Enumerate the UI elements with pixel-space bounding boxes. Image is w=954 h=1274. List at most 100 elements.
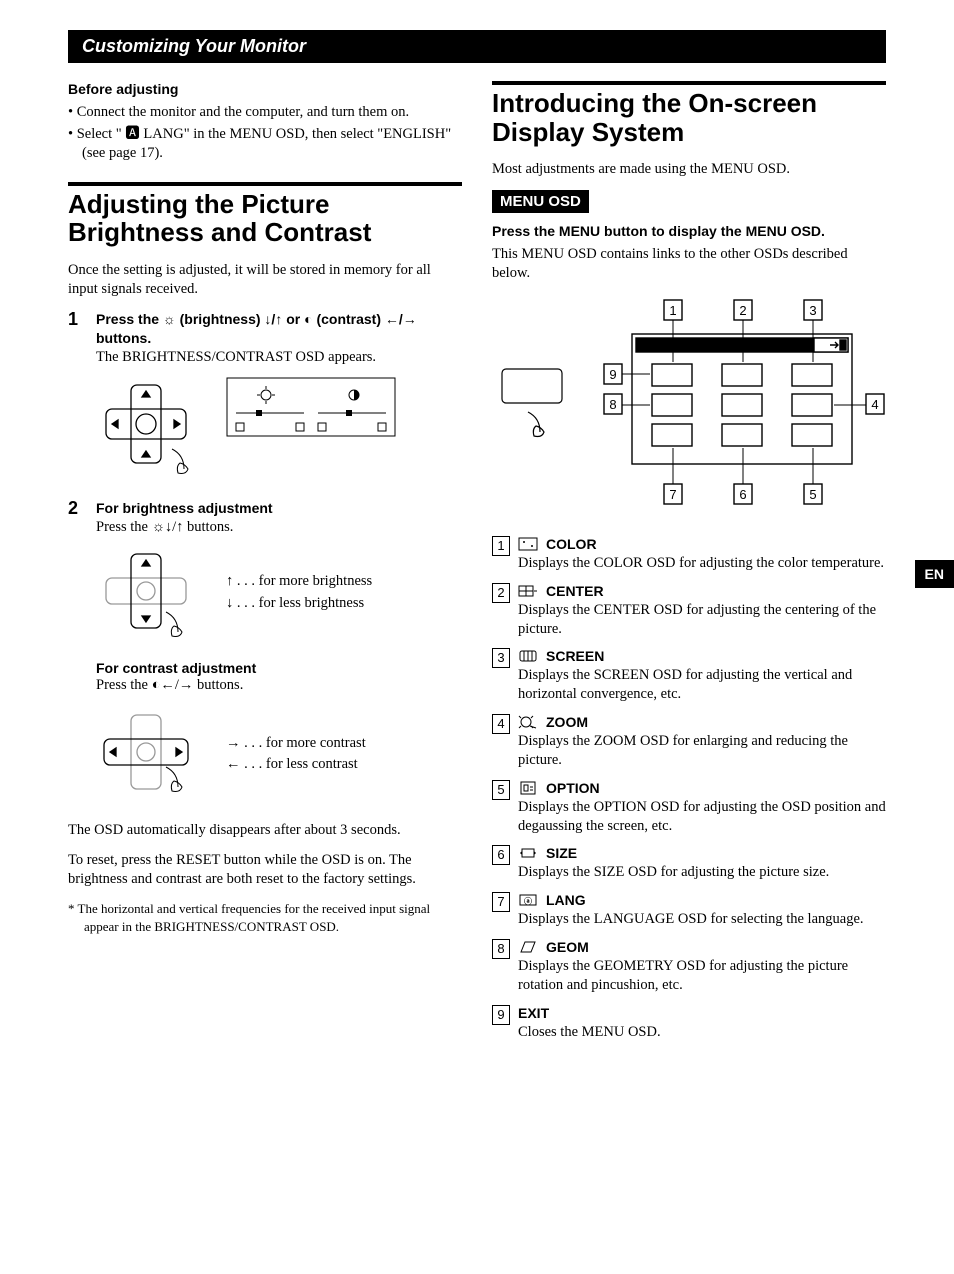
svg-text:ⓐ: ⓐ (524, 896, 532, 906)
osd-item-number: 8 (492, 939, 510, 959)
osd-item-number: 2 (492, 583, 510, 603)
osd-item-title: LANG (546, 892, 586, 908)
osd-item-title: ZOOM (546, 714, 588, 730)
osd-item-number: 7 (492, 892, 510, 912)
osd-item-title: SCREEN (546, 648, 604, 664)
osd-item-title: OPTION (546, 780, 600, 796)
step-2: 2 For brightness adjustment Press the ☼↓… (68, 499, 462, 537)
osd-item-desc: Displays the CENTER OSD for adjusting th… (518, 601, 886, 639)
svg-text:4: 4 (871, 397, 878, 412)
press-menu-body: This MENU OSD contains links to the othe… (492, 245, 886, 284)
step-number: 2 (68, 499, 86, 537)
page-header-title: Customizing Your Monitor (82, 36, 306, 56)
step1-head: Press the ☼ (brightness) ↓/↑ or ◐ (contr… (96, 310, 462, 348)
osd-item-title: COLOR (546, 536, 597, 552)
osd-item-title: SIZE (546, 845, 577, 861)
osd-item-desc: Displays the SCREEN OSD for adjusting th… (518, 666, 886, 704)
dpad-horizontal-icon (96, 709, 206, 799)
osd-item-number: 9 (492, 1005, 510, 1025)
more-brightness: ↑ . . . for more brightness (226, 571, 372, 593)
osd-item: 1 COLOR Displays the COLOR OSD for adjus… (492, 536, 886, 573)
svg-text:1: 1 (669, 303, 676, 318)
osd-item-number: 6 (492, 845, 510, 865)
dpad-vertical-icon (96, 548, 206, 638)
svg-text:5: 5 (809, 487, 816, 502)
before-adjusting-head: Before adjusting (68, 81, 462, 97)
osd-item: 5 OPTION Displays the OPTION OSD for adj… (492, 780, 886, 836)
page-header: Customizing Your Monitor (68, 30, 886, 63)
osd-item-desc: Closes the MENU OSD. (518, 1023, 886, 1042)
osd-item: 7 ⓐ LANG Displays the LANGUAGE OSD for s… (492, 892, 886, 929)
diagram-contrast: → . . . for more contrast ← . . . for le… (96, 709, 462, 799)
osd-item-desc: Displays the COLOR OSD for adjusting the… (518, 554, 886, 573)
osd-item-desc: Displays the GEOMETRY OSD for adjusting … (518, 957, 886, 995)
svg-text:9: 9 (609, 367, 616, 382)
contrast-head: For contrast adjustment (96, 660, 462, 676)
more-contrast: → . . . for more contrast (226, 733, 366, 755)
step2-bright-sub: Press the ☼↓/↑ buttons. (96, 518, 462, 538)
zoom-icon (518, 715, 538, 729)
intro-text: Once the setting is adjusted, it will be… (68, 261, 462, 300)
before-adjusting-list: Connect the monitor and the computer, an… (68, 103, 462, 164)
osd-item-title: EXIT (518, 1005, 549, 1021)
osd-item: 3 SCREEN Displays the SCREEN OSD for adj… (492, 648, 886, 704)
step2-bright-head: For brightness adjustment (96, 499, 462, 518)
osd-items-list: 1 COLOR Displays the COLOR OSD for adjus… (492, 536, 886, 1042)
left-column: Before adjusting Connect the monitor and… (68, 81, 462, 1052)
diagram-step1 (96, 377, 462, 477)
geom-icon (518, 940, 538, 954)
color-icon (518, 537, 538, 551)
menu-osd-diagram: 1 2 3 4 5 6 7 8 9 (492, 294, 886, 514)
lang-icon: ⓐ (518, 893, 538, 907)
section-rule (68, 182, 462, 186)
osd-item-desc: Displays the OPTION OSD for adjusting th… (518, 798, 886, 836)
content-columns: Before adjusting Connect the monitor and… (68, 81, 886, 1052)
screen-icon (518, 649, 538, 663)
osd-item: 6 SIZE Displays the SIZE OSD for adjusti… (492, 845, 886, 882)
contrast-block: For contrast adjustment Press the ◐←/→ b… (96, 660, 462, 696)
section-title-osd: Introducing the On-screen Display System (492, 89, 886, 146)
osd-item-desc: Displays the ZOOM OSD for enlarging and … (518, 732, 886, 770)
menu-osd-label: MENU OSD (492, 190, 589, 213)
right-column: Introducing the On-screen Display System… (492, 81, 886, 1052)
less-brightness: ↓ . . . for less brightness (226, 593, 372, 615)
svg-text:7: 7 (669, 487, 676, 502)
press-menu-head: Press the MENU button to display the MEN… (492, 223, 886, 239)
osd-item-title: CENTER (546, 583, 604, 599)
step1-sub: The BRIGHTNESS/CONTRAST OSD appears. (96, 348, 462, 368)
size-icon (518, 846, 538, 860)
less-contrast: ← . . . for less contrast (226, 754, 366, 776)
osd-item-title: GEOM (546, 939, 589, 955)
before-item: Connect the monitor and the computer, an… (68, 103, 462, 123)
dpad-icon (96, 377, 206, 477)
section-title-brightness: Adjusting the Picture Brightness and Con… (68, 190, 462, 247)
before-item: Select " 🅰 LANG" in the MENU OSD, then s… (68, 125, 462, 164)
center-icon (518, 584, 538, 598)
brightness-notes: ↑ . . . for more brightness ↓ . . . for … (226, 571, 372, 615)
diagram-brightness: ↑ . . . for more brightness ↓ . . . for … (96, 548, 462, 638)
osd-intro: Most adjustments are made using the MENU… (492, 160, 886, 180)
osd-item-number: 1 (492, 536, 510, 556)
reset-note: To reset, press the RESET button while t… (68, 851, 462, 890)
svg-text:2: 2 (739, 303, 746, 318)
osd-item-desc: Displays the LANGUAGE OSD for selecting … (518, 910, 886, 929)
osd-item: 9 EXIT Closes the MENU OSD. (492, 1005, 886, 1042)
language-tab: EN (915, 560, 954, 588)
auto-note: The OSD automatically disappears after a… (68, 821, 462, 841)
osd-item-number: 4 (492, 714, 510, 734)
section-rule (492, 81, 886, 85)
brightness-osd-icon (226, 377, 396, 447)
contrast-notes: → . . . for more contrast ← . . . for le… (226, 733, 366, 777)
osd-item-number: 3 (492, 648, 510, 668)
step-1: 1 Press the ☼ (brightness) ↓/↑ or ◐ (con… (68, 310, 462, 367)
osd-item: 2 CENTER Displays the CENTER OSD for adj… (492, 583, 886, 639)
svg-text:8: 8 (609, 397, 616, 412)
contrast-sub: Press the ◐←/→ buttons. (96, 676, 462, 696)
step-number: 1 (68, 310, 86, 367)
svg-text:3: 3 (809, 303, 816, 318)
osd-item-number: 5 (492, 780, 510, 800)
svg-text:6: 6 (739, 487, 746, 502)
osd-item: 4 ZOOM Displays the ZOOM OSD for enlargi… (492, 714, 886, 770)
option-icon (518, 781, 538, 795)
footnote: * The horizontal and vertical frequencie… (68, 900, 462, 935)
